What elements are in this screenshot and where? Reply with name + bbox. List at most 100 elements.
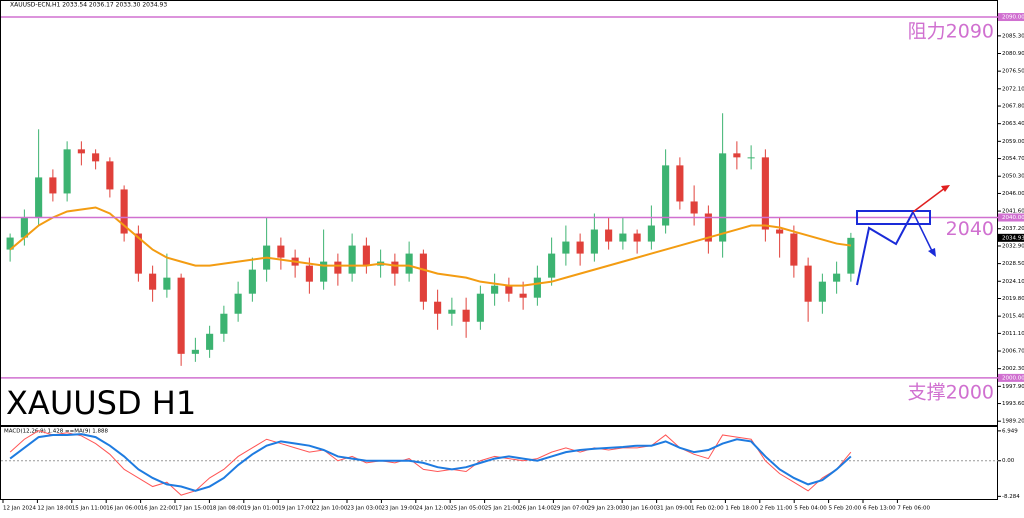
candle-body: [177, 277, 185, 354]
candle-body: [847, 237, 855, 274]
y-tick-label: 2067.80: [1002, 104, 1024, 110]
y-tick-label: 2059.00: [1002, 139, 1024, 145]
candle-body: [747, 157, 755, 159]
x-tick-label: 29 Jan 23:00: [588, 506, 623, 512]
x-tick-label: 29 Jan 07:00: [553, 506, 588, 512]
candle-body: [505, 285, 513, 294]
last-price-label: 2034.93: [1002, 235, 1024, 241]
x-tick-label: 31 Jan 09:00: [657, 506, 692, 512]
x-tick-label: 5 Feb 20:00: [829, 506, 862, 512]
y-tick-label: 2063.40: [1002, 121, 1024, 127]
candle-body: [134, 233, 142, 274]
y-tick-label: 2085.30: [1002, 33, 1024, 39]
candle-body: [704, 213, 712, 242]
candle-body: [405, 253, 413, 274]
candle-body: [633, 233, 641, 242]
y-tick-label: 2041.60: [1002, 209, 1024, 215]
candle-body: [719, 153, 727, 242]
x-tick-label: 7 Feb 06:00: [897, 506, 930, 512]
annotation: [856, 185, 950, 286]
x-tick-label: 23 Jan 19:00: [381, 506, 416, 512]
candle-body: [391, 261, 399, 274]
candle-body: [163, 277, 171, 290]
candle-body: [206, 333, 214, 350]
x-tick-label: 1 Feb 18:00: [725, 506, 758, 512]
level-label: 2040: [946, 218, 994, 240]
main-frame: [0, 0, 998, 426]
candle-body: [818, 281, 826, 302]
watermark: XAUUSD H1: [6, 384, 196, 422]
candle-body: [334, 261, 342, 274]
y-tick-label: 1993.60: [1002, 401, 1024, 407]
x-tick-label: 5 Feb 04:00: [794, 506, 827, 512]
candle-body: [305, 265, 313, 282]
x-tick-label: 19 Jan 17:00: [278, 506, 313, 512]
y-tick-label: 1989.20: [1002, 419, 1024, 425]
candle-body: [790, 233, 798, 266]
level-axis-label: 2040.00: [1002, 215, 1024, 221]
candle-body: [761, 157, 769, 230]
candle-body: [77, 149, 85, 154]
candle-body: [562, 241, 570, 254]
candle-body: [106, 161, 114, 190]
candle-body: [320, 261, 328, 282]
y-tick-label: 2006.70: [1002, 349, 1024, 355]
level-axis-label: 2000.00: [1002, 375, 1024, 381]
candle-body: [120, 189, 128, 234]
candle-body: [191, 349, 199, 354]
y-tick-label: -8.284: [1002, 494, 1020, 500]
y-tick-label: 2015.40: [1002, 314, 1024, 320]
y-tick-label: 2011.10: [1002, 331, 1024, 337]
y-tick-label: 2037.20: [1002, 226, 1024, 232]
x-tick-label: 22 Jan 10:00: [313, 506, 348, 512]
candle-body: [476, 293, 484, 322]
x-tick-label: 17 Jan 15:00: [175, 506, 210, 512]
candle-body: [804, 265, 812, 302]
x-tick-label: 19 Jan 01:00: [244, 506, 279, 512]
x-tick-label: 6 Feb 13:00: [863, 506, 896, 512]
x-tick-label: 23 Jan 03:00: [347, 506, 382, 512]
candle-body: [248, 269, 256, 294]
y-tick-label: 1997.90: [1002, 384, 1024, 390]
candle-body: [6, 237, 14, 250]
candle-body: [35, 177, 43, 218]
x-tick-label: 16 Jan 06:00: [106, 506, 141, 512]
x-tick-label: 24 Jan 12:00: [416, 506, 451, 512]
candle-body: [833, 273, 841, 282]
annotation-arrow: [912, 187, 946, 213]
candle-body: [676, 165, 684, 202]
annotation-path: [856, 211, 914, 286]
annotation-arrowhead: [928, 248, 936, 257]
candle-body: [149, 273, 157, 290]
candle-body: [647, 225, 655, 242]
y-tick-label: 2028.50: [1002, 261, 1024, 267]
y-tick-label: 2046.00: [1002, 191, 1024, 197]
candle-body: [605, 229, 613, 242]
y-tick-label: 2050.30: [1002, 174, 1024, 180]
candle-body: [590, 229, 598, 254]
x-tick-label: 18 Jan 08:00: [209, 506, 244, 512]
candle-body: [776, 229, 784, 234]
x-tick-label: 25 Jan 05:00: [450, 506, 485, 512]
y-tick-label: 2032.90: [1002, 243, 1024, 249]
x-tick-label: 25 Jan 21:00: [485, 506, 520, 512]
level-axis-label: 2090.00: [1002, 15, 1024, 21]
candle-body: [548, 253, 556, 278]
x-tick-label: 2 Feb 11:00: [760, 506, 793, 512]
x-tick-label: 12 Jan 2024: [3, 506, 36, 512]
y-tick-label: 2076.50: [1002, 69, 1024, 75]
y-tick-label: 2024.10: [1002, 279, 1024, 285]
candle-body: [448, 309, 456, 314]
candle-body: [92, 153, 100, 162]
macd-header: MACD(12,26,9) 1.428 ==MA(9) 1.888: [4, 429, 109, 435]
level-label: 支撑2000: [908, 381, 994, 403]
candle-body: [277, 245, 285, 258]
annotation-box: [856, 210, 931, 225]
level-axis-box: [998, 13, 1024, 22]
annotation-arrowhead: [941, 185, 950, 192]
last-price-box: [998, 233, 1024, 242]
candle-body: [419, 253, 427, 302]
candle-body: [348, 245, 356, 274]
